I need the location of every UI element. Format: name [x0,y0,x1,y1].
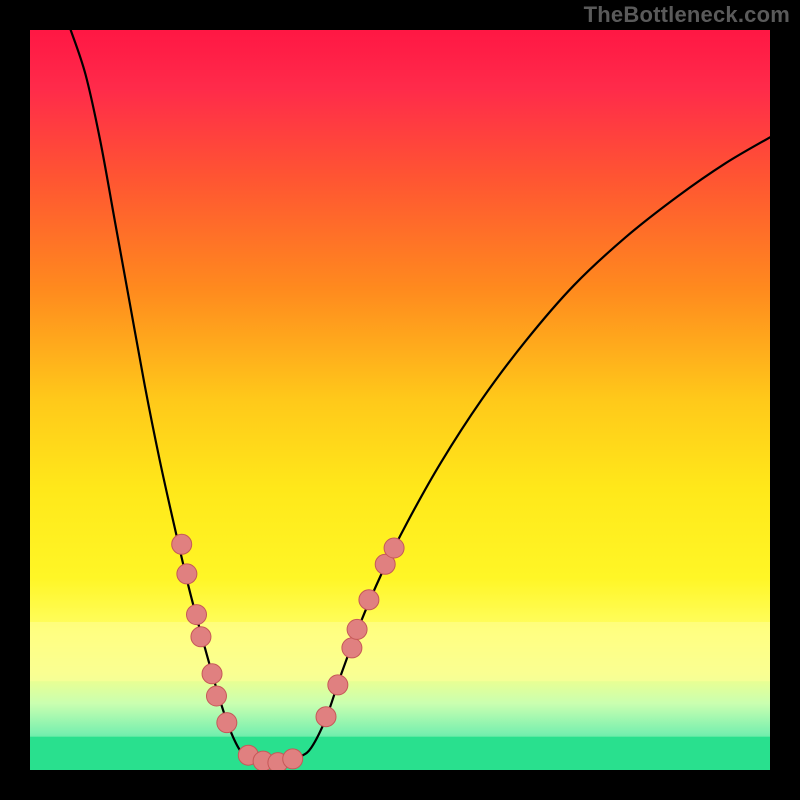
watermark-text: TheBottleneck.com [584,2,790,28]
green-strip [30,737,770,770]
data-marker [191,627,211,647]
data-marker [328,675,348,695]
chart-frame [0,0,800,800]
data-marker [206,686,226,706]
data-marker [384,538,404,558]
data-marker [347,619,367,639]
data-marker [172,534,192,554]
data-marker [316,707,336,727]
data-marker [359,590,379,610]
data-marker [283,749,303,769]
pale-band [30,622,770,681]
data-marker [187,605,207,625]
data-marker [342,638,362,658]
data-marker [202,664,222,684]
data-marker [177,564,197,584]
data-marker [217,713,237,733]
chart-plot [30,30,770,770]
